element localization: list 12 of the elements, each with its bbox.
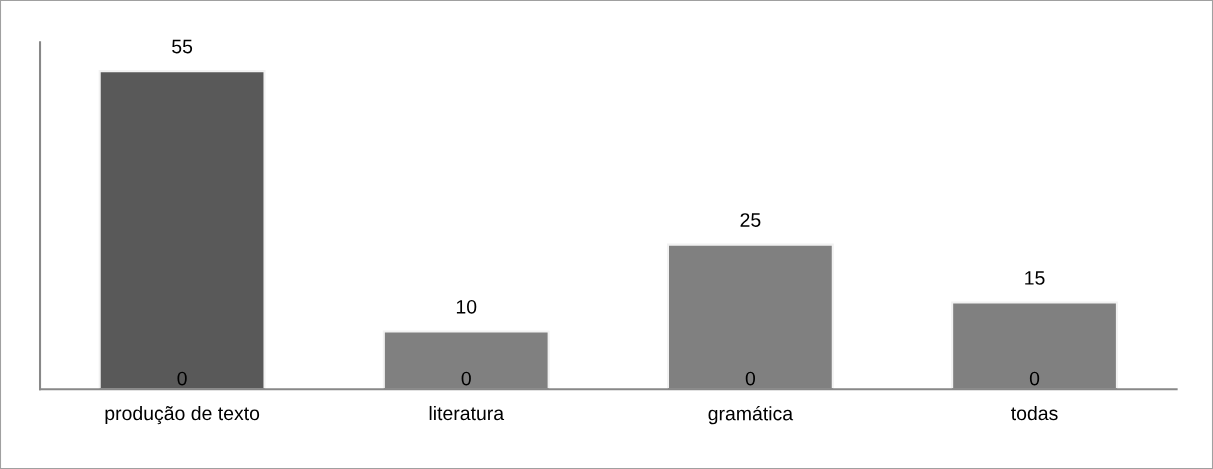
data-label: 0 xyxy=(745,371,756,386)
data-label: 15 xyxy=(1025,271,1045,285)
x-tick-label: todas xyxy=(1011,405,1058,421)
data-label: 0 xyxy=(1029,371,1040,386)
data-label: 10 xyxy=(456,299,477,314)
x-tick-label: produção de texto xyxy=(105,405,260,425)
x-tick-label: gramática xyxy=(708,405,794,425)
x-tick-label: literatura xyxy=(429,405,505,421)
data-label: 25 xyxy=(740,213,761,227)
data-label: 0 xyxy=(461,371,471,386)
data-label: 0 xyxy=(177,371,187,386)
data-label: 55 xyxy=(172,39,193,54)
